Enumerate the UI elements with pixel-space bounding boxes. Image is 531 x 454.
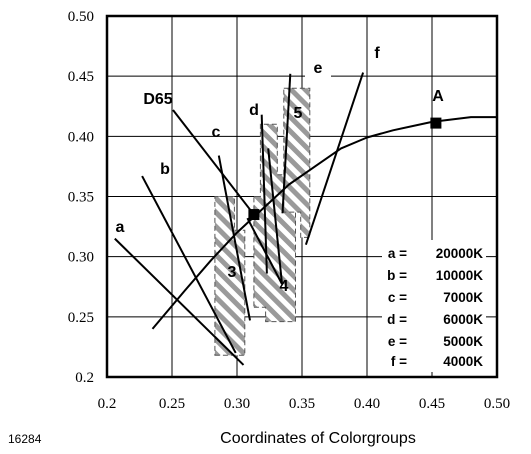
pointer-line-b [141,175,237,354]
legend-key-f: f = [391,354,407,369]
figure-id: 16284 [8,432,42,446]
legend-value-c: 7000K [443,290,483,305]
legend-value-e: 5000K [443,334,483,349]
y-tick-label: 0.40 [68,129,94,145]
plot-border [105,14,499,379]
pointer-line-c [217,155,251,321]
label-b: b [160,161,170,178]
plot-frame [105,14,499,379]
label-group-3: 3 [228,264,237,281]
legend-value-a: 20000K [436,246,484,261]
color-group-region-5 [283,87,311,238]
y-tick-label: 0.30 [68,250,94,266]
y-tick-label: 0.35 [68,190,94,206]
label-group-4: 4 [280,278,289,295]
x-tick-label: 0.30 [224,396,250,412]
label-A: A [432,88,444,105]
x-tick-label: 0.40 [354,396,380,412]
legend: a = 20000K b = 10000K c = 7000K d = 6000… [382,240,486,372]
legend-value-f: 4000K [443,354,483,369]
annotation-lines [114,72,365,366]
tick-labels: 0.2 0.25 0.30 0.35 0.40 0.45 0.50 0.2 0.25 0.30 0.… [68,9,510,412]
legend-key-a: a = [388,246,407,261]
annotation-labels: a b c d e f D65 A 3 4 5 [116,45,445,295]
pointer-line-e [281,73,292,214]
y-tick-label: 0.25 [68,310,94,326]
legend-key-b: b = [387,268,407,283]
x-tick-label: 0.35 [289,396,315,412]
point-A [430,117,442,129]
y-tick-label: 0.2 [75,370,94,386]
label-a: a [116,219,125,236]
label-D65: D65 [143,91,172,108]
legend-key-c: c = [388,290,407,305]
y-tick-label: 0.45 [68,69,94,85]
x-axis-label: Coordinates of Colorgroups [220,430,416,447]
label-d: d [249,102,259,119]
color-group-region-3 [214,196,246,356]
legend-value-d: 6000K [443,312,483,327]
legend-key-d: d = [387,312,407,327]
x-tick-label: 0.2 [98,396,117,412]
pointer-line-d [260,114,268,274]
reference-points [248,117,442,221]
pointer-line-D65 [172,109,255,216]
pointer-line-group-4 [267,148,283,285]
legend-box [382,240,486,372]
legend-value-b: 10000K [436,268,484,283]
point-D65 [248,209,260,221]
x-tick-label: 0.50 [484,396,510,412]
legend-key-e: e = [388,334,407,349]
pointer-line-group-4b [246,217,283,285]
x-tick-label: 0.45 [419,396,445,412]
label-f: f [374,45,380,62]
label-e-backdrop [305,56,331,80]
label-c: c [212,124,221,141]
pointer-line-a [114,237,245,366]
label-group-5: 5 [294,105,303,122]
y-tick-label: 0.50 [68,9,94,25]
label-e: e [314,60,323,77]
x-tick-label: 0.25 [159,396,185,412]
pointer-line-f [304,72,365,245]
